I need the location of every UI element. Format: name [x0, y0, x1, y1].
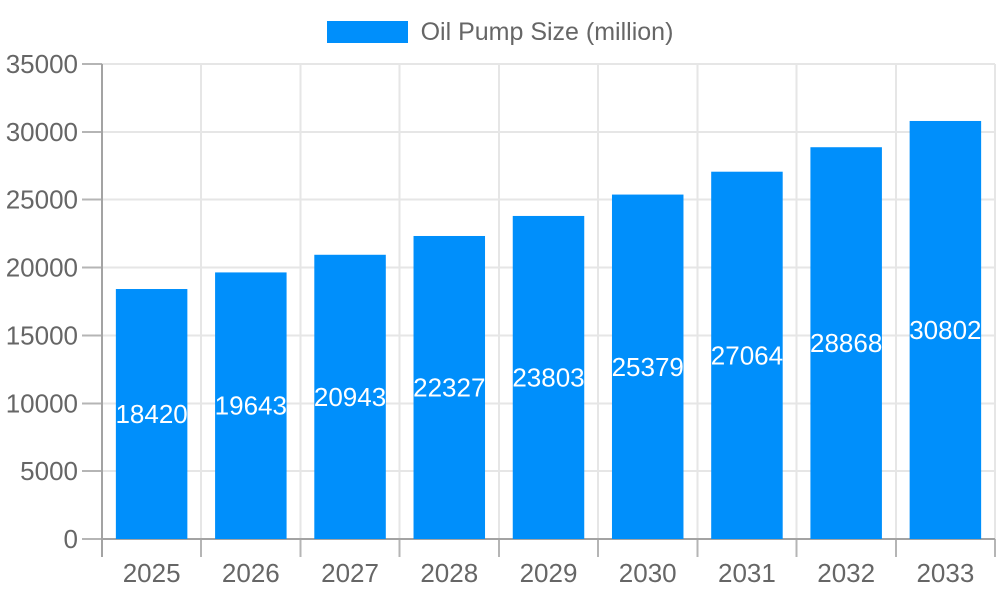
bar-2025[interactable]: [115, 289, 188, 539]
x-axis-label: 2027: [321, 558, 379, 588]
bar-2030[interactable]: [611, 194, 684, 539]
bar-value-label: 23803: [512, 362, 584, 392]
bar-value-label: 18420: [115, 399, 187, 429]
y-axis-label: 35000: [6, 49, 78, 79]
y-axis-label: 0: [64, 524, 78, 554]
y-axis-label: 15000: [6, 320, 78, 350]
legend-label: Oil Pump Size (million): [420, 18, 674, 46]
bar-value-label: 30802: [909, 315, 981, 345]
bar-2032[interactable]: [810, 147, 882, 539]
bar-2033[interactable]: [909, 120, 982, 540]
bar-value-label: 22327: [413, 372, 485, 402]
x-axis-label: 2032: [817, 558, 875, 588]
bar-value-label: 25379: [612, 352, 684, 382]
y-axis-label: 30000: [6, 117, 78, 147]
x-axis-label: 2031: [718, 558, 776, 588]
bar-value-label: 19643: [215, 391, 287, 421]
bar-2026[interactable]: [215, 272, 287, 539]
bar-2029[interactable]: [512, 215, 585, 539]
bar-2028[interactable]: [413, 235, 486, 539]
legend[interactable]: Oil Pump Size (million): [0, 19, 1000, 45]
x-axis-label: 2029: [520, 558, 578, 588]
x-axis-label: 2025: [123, 558, 181, 588]
legend-swatch: [326, 21, 408, 43]
y-axis-label: 20000: [6, 253, 78, 283]
y-axis-label: 10000: [6, 388, 78, 418]
x-axis-label: 2028: [420, 558, 478, 588]
x-axis-label: 2033: [916, 558, 974, 588]
bar-value-label: 28868: [810, 328, 882, 358]
bar-2031[interactable]: [711, 171, 783, 539]
x-axis-label: 2030: [619, 558, 677, 588]
y-axis-label: 25000: [6, 185, 78, 215]
bar-value-label: 27064: [711, 340, 783, 370]
bar-value-label: 20943: [314, 382, 386, 412]
y-axis-label: 5000: [20, 456, 78, 486]
bar-2027[interactable]: [314, 254, 386, 540]
x-axis-label: 2026: [222, 558, 280, 588]
